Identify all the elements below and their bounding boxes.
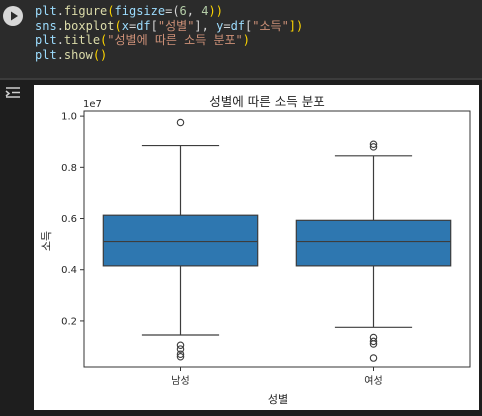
outlier-point: [369, 354, 378, 362]
output-toggle-icon: [5, 87, 20, 98]
code-token: figsize: [114, 4, 166, 18]
code-token: ],: [194, 18, 217, 33]
box-여성: [295, 219, 452, 267]
code-token: boxplot: [63, 18, 115, 33]
x-axis-label: 성별: [268, 393, 288, 406]
code-cell[interactable]: plt.figure(figsize=(6, 4)) sns.boxplot(x=…: [0, 0, 482, 78]
code-token: ,: [186, 4, 202, 18]
code-token: sns: [35, 18, 57, 33]
y-tick-label: 0.8: [61, 163, 77, 174]
axes-frame: [83, 110, 471, 368]
code-token: "소득": [252, 18, 289, 33]
code-token: df: [136, 18, 151, 33]
code-token: show: [63, 47, 93, 62]
code-token: =: [223, 18, 231, 33]
boxplot-chart: 성별에 따른 소득 분포 1e7 성별 소득 0.2 0.4 0.6 0.8 1.0 남성…: [40, 94, 471, 406]
y-tick-label: 0.2: [61, 316, 77, 327]
code-token: [: [150, 18, 158, 33]
code-token: x: [121, 18, 129, 33]
code-token: "성별에 따른 소득 분포": [107, 33, 243, 47]
code-token: (): [92, 47, 108, 62]
y-tick-label: 0.6: [61, 214, 77, 225]
chart-title: 성별에 따른 소득 분포: [209, 94, 324, 109]
code-token: df: [230, 18, 246, 33]
code-token: figure: [63, 4, 108, 18]
code-token: )): [208, 4, 223, 18]
code-line: plt.show(): [35, 48, 303, 63]
outlier-point: [369, 143, 378, 151]
outlier-point: [369, 140, 378, 149]
plot-output: 성별에 따른 소득 분포 1e7 성별 소득 0.2 0.4 0.6 0.8 1.0 남성…: [34, 85, 479, 410]
y-axis-label: 소득: [40, 231, 53, 251]
run-cell-button[interactable]: [3, 6, 23, 26]
outlier-point: [176, 118, 185, 127]
x-tick-label: 여성: [364, 375, 382, 387]
y-axis-offset-label: 1e7: [83, 99, 102, 110]
code-token: plt: [35, 33, 57, 47]
code-line: plt.title("성별에 따른 소득 분포"): [35, 33, 303, 48]
code-token: (: [114, 18, 122, 33]
code-editor[interactable]: plt.figure(figsize=(6, 4)) sns.boxplot(x=…: [35, 4, 303, 62]
output-toggle-button[interactable]: [3, 84, 23, 104]
code-token: (: [107, 4, 115, 18]
code-token: .: [56, 33, 64, 47]
code-token: .: [56, 18, 64, 33]
x-tick-label: 남성: [171, 375, 189, 387]
play-icon: [11, 11, 18, 21]
outlier-point: [176, 341, 185, 349]
outlier-point: [369, 340, 378, 348]
code-token: =: [128, 18, 137, 33]
code-line: plt.figure(figsize=(6, 4)): [35, 4, 303, 19]
y-tick-label: 0.4: [61, 265, 77, 276]
code-token: plt: [35, 47, 57, 62]
code-token: ]): [288, 18, 304, 33]
y-tick-label: 1.0: [61, 112, 77, 123]
code-token: 4: [201, 4, 209, 18]
code-token: plt: [35, 4, 57, 18]
output-divider: [0, 78, 482, 80]
code-token: y: [216, 18, 224, 33]
code-line: sns.boxplot(x=df["성별"], y=df["소득"]): [35, 19, 303, 34]
outlier-point: [176, 345, 185, 353]
code-token: =(: [165, 4, 180, 18]
code-token: ): [242, 33, 250, 47]
outlier-point: [176, 353, 185, 361]
box-남성: [102, 214, 259, 267]
code-token: "성별": [157, 18, 195, 33]
code-token: .: [56, 47, 64, 62]
code-token: title: [63, 33, 101, 47]
code-token: 6: [179, 4, 187, 18]
outlier-point: [369, 337, 378, 346]
outlier-point: [176, 350, 185, 358]
plot-layer: 0.2 0.4 0.6 0.8 1.0 남성 여성: [61, 110, 471, 387]
code-token: [: [245, 18, 253, 33]
code-token: .: [56, 4, 64, 18]
code-token: (: [100, 33, 108, 47]
